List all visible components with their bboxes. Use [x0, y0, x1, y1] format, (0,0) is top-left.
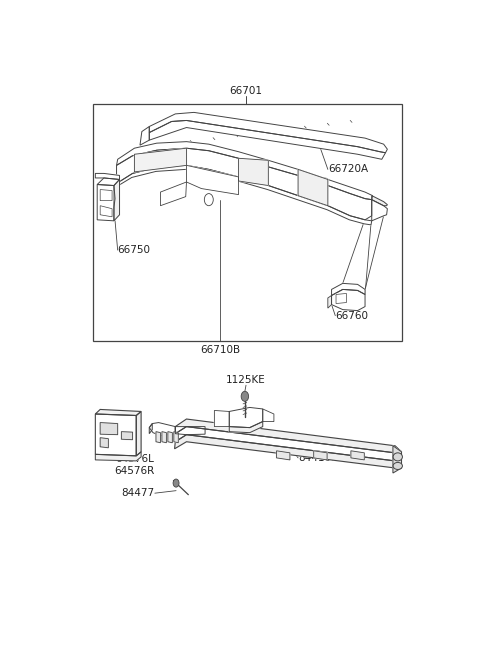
Polygon shape — [175, 435, 401, 468]
Polygon shape — [162, 432, 167, 443]
Polygon shape — [140, 126, 149, 145]
Polygon shape — [186, 165, 239, 195]
Circle shape — [173, 479, 179, 487]
Bar — [94, 104, 402, 341]
Polygon shape — [149, 113, 387, 153]
Text: 66720A: 66720A — [328, 164, 368, 174]
Text: 66710B: 66710B — [200, 345, 240, 355]
Polygon shape — [96, 414, 136, 456]
Polygon shape — [117, 141, 372, 200]
Ellipse shape — [393, 462, 402, 470]
Polygon shape — [149, 422, 175, 436]
Polygon shape — [276, 451, 290, 460]
Polygon shape — [314, 451, 327, 460]
Polygon shape — [96, 174, 120, 179]
Polygon shape — [263, 409, 274, 422]
Polygon shape — [336, 293, 347, 303]
Polygon shape — [229, 407, 263, 428]
Polygon shape — [121, 432, 132, 440]
Polygon shape — [175, 426, 401, 461]
Polygon shape — [100, 206, 112, 217]
Circle shape — [241, 391, 249, 402]
Polygon shape — [114, 179, 120, 221]
Polygon shape — [115, 165, 372, 225]
Polygon shape — [100, 189, 112, 200]
Polygon shape — [332, 290, 365, 310]
Polygon shape — [372, 196, 387, 206]
Polygon shape — [393, 446, 401, 473]
Polygon shape — [97, 185, 115, 221]
Polygon shape — [168, 432, 172, 443]
Text: 66701: 66701 — [229, 86, 263, 96]
Polygon shape — [229, 422, 263, 433]
Text: 84410E: 84410E — [298, 453, 337, 463]
Polygon shape — [96, 409, 141, 415]
Polygon shape — [215, 411, 229, 426]
Text: 66750: 66750 — [118, 245, 151, 255]
Polygon shape — [149, 121, 385, 159]
Polygon shape — [351, 451, 364, 460]
Text: 64576R: 64576R — [114, 466, 155, 476]
Polygon shape — [372, 200, 387, 221]
Polygon shape — [149, 424, 152, 434]
Ellipse shape — [393, 453, 402, 461]
Polygon shape — [117, 148, 372, 220]
Polygon shape — [175, 426, 205, 435]
Polygon shape — [100, 438, 108, 448]
Polygon shape — [97, 178, 120, 185]
Polygon shape — [156, 432, 160, 443]
Polygon shape — [174, 432, 178, 443]
Text: 64576L: 64576L — [115, 455, 154, 464]
Polygon shape — [175, 419, 401, 453]
Text: 84477: 84477 — [121, 488, 154, 498]
Polygon shape — [395, 446, 401, 468]
Polygon shape — [100, 422, 118, 435]
Polygon shape — [136, 411, 141, 456]
Polygon shape — [298, 170, 328, 206]
Polygon shape — [134, 148, 186, 172]
Polygon shape — [96, 452, 141, 461]
Polygon shape — [332, 284, 365, 295]
Polygon shape — [328, 295, 332, 308]
Text: 66760: 66760 — [335, 310, 368, 321]
Polygon shape — [160, 182, 186, 206]
Text: 1125KE: 1125KE — [226, 375, 266, 385]
Polygon shape — [239, 159, 268, 185]
